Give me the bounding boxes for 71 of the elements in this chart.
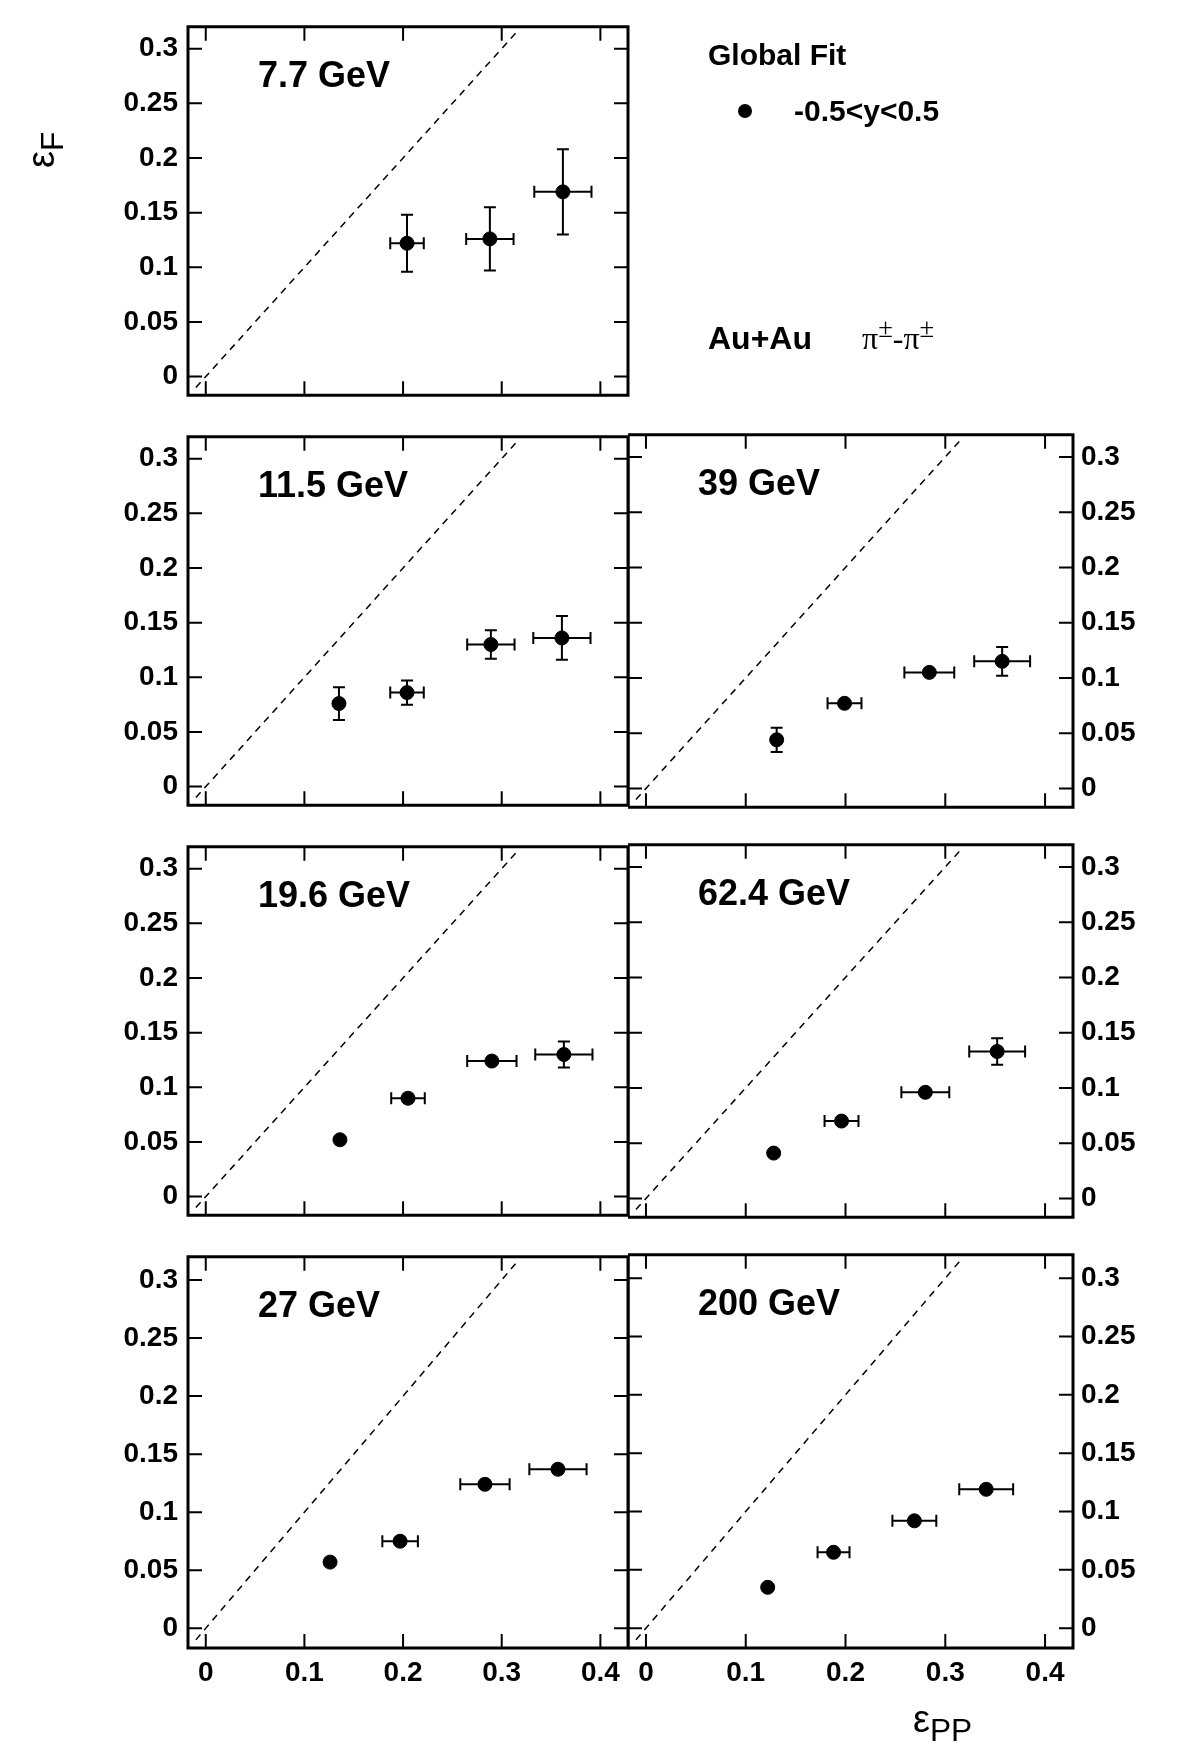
x-tick-label: 0.4 <box>1025 1655 1065 1687</box>
y-tick-label: 0 <box>162 1179 178 1211</box>
x-tick-label: 0.1 <box>284 1655 324 1687</box>
y2-tick-label: 0.05 <box>1081 1125 1136 1157</box>
y2-tick-label: 0 <box>1081 1610 1097 1642</box>
y2-tick-label: 0.2 <box>1081 1377 1120 1409</box>
y-tick-label: 0.15 <box>123 195 178 227</box>
y-tick-label: 0.1 <box>139 660 178 692</box>
y-tick-label: 0.1 <box>139 1070 178 1102</box>
y2-tick-label: 0 <box>1081 1181 1097 1213</box>
y-tick-label: 0.3 <box>139 1262 178 1294</box>
y2-tick-label: 0.2 <box>1081 550 1120 582</box>
y2-tick-label: 0.15 <box>1081 1015 1136 1047</box>
y-tick-label: 0.2 <box>139 550 178 582</box>
y-tick-label: 0 <box>162 359 178 391</box>
y-tick-label: 0.25 <box>123 906 178 938</box>
y2-tick-label: 0.3 <box>1081 1260 1120 1292</box>
y-tick-label: 0.2 <box>139 140 178 172</box>
x-tick-label: 0.4 <box>580 1655 621 1687</box>
y-tick-label: 0.15 <box>123 605 178 637</box>
y2-tick-label: 0 <box>1081 771 1097 803</box>
legend-label: -0.5<y<0.5 <box>794 94 940 128</box>
y2-tick-label: 0.15 <box>1081 605 1136 637</box>
y-tick-label: 0.25 <box>123 1320 178 1352</box>
y2-tick-label: 0.05 <box>1081 715 1136 747</box>
x-tick-label: 0.1 <box>726 1655 766 1687</box>
y-tick-label: 0.3 <box>139 851 178 883</box>
x-tick-label: 0 <box>638 1655 654 1687</box>
y-tick-label: 0.3 <box>139 31 178 63</box>
y2-tick-label: 0.1 <box>1081 1070 1120 1102</box>
x-tick-label: 0.2 <box>826 1655 865 1687</box>
y-tick-label: 0.05 <box>123 1552 178 1584</box>
text: 39 GeV <box>698 461 821 503</box>
y2-tick-label: 0.3 <box>1081 439 1120 471</box>
text: Au+Au <box>708 319 812 357</box>
text: 19.6 GeV <box>258 873 411 915</box>
y-tick-label: 0 <box>162 769 178 801</box>
y2-tick-label: 0.2 <box>1081 960 1120 992</box>
y2-tick-label: 0.1 <box>1081 660 1120 692</box>
x-axis-title: ε$_{PP}$ <box>913 1698 973 1749</box>
y-tick-label: 0.3 <box>139 441 178 473</box>
y-tick-label: 0.1 <box>139 1494 178 1526</box>
y-tick-label: 0.25 <box>123 86 178 118</box>
y-tick-label: 0.2 <box>139 960 178 992</box>
y2-tick-label: 0.3 <box>1081 849 1120 881</box>
text: 27 GeV <box>258 1283 381 1325</box>
x-tick-label: 0 <box>197 1655 214 1687</box>
text: 200 GeV <box>698 1281 841 1323</box>
y-tick-label: 0.05 <box>123 1124 178 1156</box>
text: 11.5 GeV <box>258 463 409 505</box>
x-tick-label: 0.2 <box>383 1655 423 1687</box>
y-tick-label: 0.05 <box>123 714 178 746</box>
y-tick-label: 0.15 <box>123 1015 178 1047</box>
x-tick-label: 0.3 <box>482 1655 522 1687</box>
y-tick-label: 0.25 <box>123 496 178 528</box>
x-tick-label: 0.3 <box>925 1655 965 1687</box>
y2-tick-label: 0.05 <box>1081 1552 1136 1584</box>
y2-tick-label: 0.25 <box>1081 494 1136 526</box>
legend-title: Global Fit <box>708 38 848 72</box>
y-tick-label: 0.1 <box>139 250 178 282</box>
y-tick-label: 0 <box>162 1610 178 1642</box>
text: π$^{±}$-π$^{±}$ <box>862 313 935 357</box>
y2-tick-label: 0.15 <box>1081 1435 1136 1467</box>
y2-tick-label: 0.25 <box>1081 1319 1136 1351</box>
y2-tick-label: 0.1 <box>1081 1494 1120 1526</box>
y2-tick-label: 0.25 <box>1081 904 1136 936</box>
y-tick-label: 0.15 <box>123 1436 178 1468</box>
y-tick-label: 0.2 <box>139 1378 178 1410</box>
text: 7.7 GeV <box>258 53 391 95</box>
y-tick-label: 0.05 <box>123 304 178 336</box>
text: 62.4 GeV <box>698 871 851 913</box>
